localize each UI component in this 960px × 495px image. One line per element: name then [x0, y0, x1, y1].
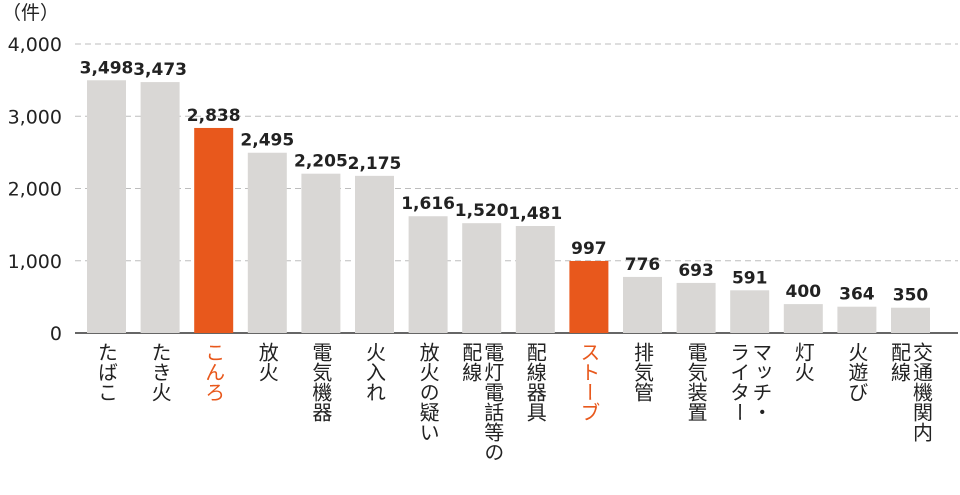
bars — [87, 80, 930, 334]
bar — [730, 290, 770, 333]
y-unit-label: （件） — [2, 2, 59, 24]
category-label: マッチ・ — [749, 342, 773, 422]
bar — [623, 276, 662, 333]
y-axis: （件） 0 1,000 2,000 3,000 4,000 — [2, 2, 62, 345]
category-label: 交通機関内 — [910, 342, 934, 442]
bar — [515, 225, 555, 333]
bar — [569, 260, 609, 333]
category-label: 配線 — [888, 342, 912, 382]
data-label: 350 — [893, 286, 929, 306]
data-label: 693 — [678, 261, 714, 281]
data-label: 1,616 — [401, 194, 455, 214]
category-labels: たばこ たき火 こんろ 放火 電気機器 火入れ 放火の疑い 電灯電話等の配線 配線器具 ストーブ排… — [95, 342, 934, 462]
data-label: 1,520 — [455, 201, 509, 221]
data-label: 2,495 — [240, 131, 294, 151]
data-label: 2,205 — [294, 152, 348, 172]
bar — [408, 216, 448, 333]
data-label: 997 — [571, 239, 607, 259]
data-label: 591 — [732, 268, 768, 288]
data-label: 2,838 — [187, 106, 241, 126]
data-label: 1,481 — [508, 204, 562, 224]
bar — [140, 82, 180, 334]
data-label: 364 — [839, 285, 875, 305]
category-label: 火入れ — [363, 342, 387, 402]
data-label: 2,175 — [348, 154, 402, 174]
category-label: こんろ — [202, 342, 226, 402]
category-label: 電気装置 — [684, 342, 708, 422]
y-tick-label: 0 — [50, 323, 62, 345]
y-tick-label: 1,000 — [8, 251, 62, 273]
y-tick-label: 3,000 — [8, 106, 62, 128]
category-label: 排気管 — [631, 342, 655, 402]
bar — [462, 223, 502, 333]
category-label: 配線器具 — [523, 342, 547, 422]
bar — [247, 152, 287, 333]
data-label: 3,473 — [133, 60, 187, 80]
category-label: 火遊び — [845, 342, 869, 402]
bar — [355, 175, 394, 333]
category-label: 放火 — [255, 342, 279, 382]
category-label: たばこ — [95, 342, 119, 402]
category-label: ストーブ — [577, 342, 601, 422]
y-tick-label: 2,000 — [8, 179, 62, 201]
category-label: 電灯電話等の — [481, 342, 505, 462]
category-label: 配線 — [459, 342, 483, 382]
y-tick-label: 4,000 — [8, 34, 62, 56]
bar — [301, 173, 341, 333]
data-label: 3,498 — [80, 58, 134, 78]
bar — [783, 304, 823, 333]
data-label: 776 — [625, 255, 661, 275]
bar — [194, 127, 234, 333]
category-label: たき火 — [148, 342, 172, 402]
category-label: ライター — [727, 342, 751, 422]
category-label: 灯火 — [791, 342, 815, 382]
data-label: 400 — [786, 282, 822, 302]
bar — [87, 80, 126, 333]
category-label: 放火の疑い — [416, 342, 440, 442]
bar — [837, 306, 877, 333]
bar — [676, 282, 716, 333]
category-label: 電気機器 — [309, 342, 333, 422]
bar — [891, 307, 930, 333]
